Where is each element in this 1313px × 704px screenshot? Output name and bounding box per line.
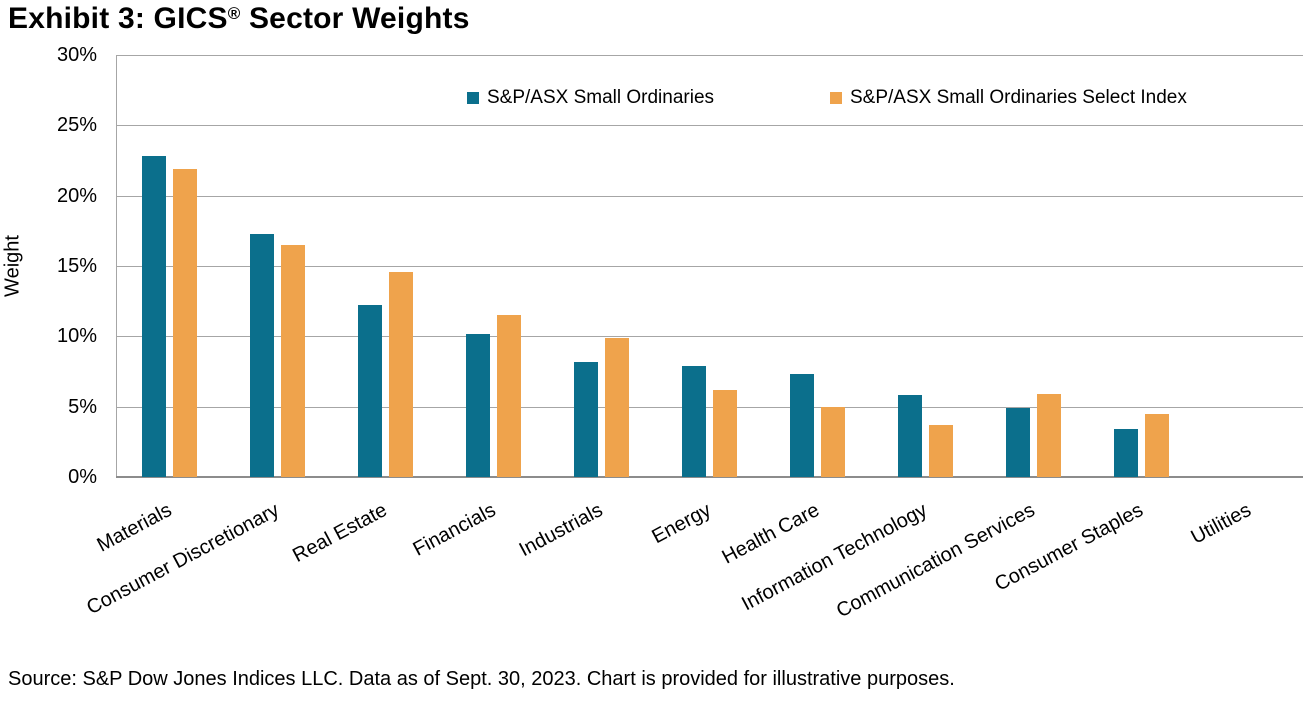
y-tick-label: 15% [56, 255, 97, 277]
x-category-label-communication-services: Communication Services [832, 499, 1039, 623]
x-category-label-real-estate: Real Estate [289, 499, 392, 567]
bar-series2-real-estate [389, 271, 414, 477]
gridline-5 [116, 406, 1303, 408]
bar-series2-financials [497, 315, 522, 477]
y-tick-label: 30% [56, 44, 97, 66]
x-category-label-energy: Energy [648, 499, 715, 549]
gridline-15 [116, 266, 1303, 267]
gridline-25 [116, 125, 1303, 127]
registered-trademark-symbol: ® [227, 3, 241, 23]
bar-series2-health-care [820, 406, 845, 477]
legend-item-2: S&P/ASX Small Ordinaries Select Index [830, 87, 1187, 109]
bar-series2-communication-services [1036, 394, 1061, 477]
x-category-label-industrials: Industrials [516, 499, 607, 562]
bar-series1-real-estate [358, 305, 383, 477]
bar-series2-information-technology [928, 424, 953, 477]
bar-series1-industrials [574, 361, 599, 477]
chart-title-suffix: Sector Weights [240, 2, 470, 35]
bar-series1-information-technology [897, 395, 922, 477]
bar-series1-consumer-discretionary [250, 233, 275, 477]
bar-series1-consumer-staples [1113, 429, 1138, 477]
legend-swatch-icon [467, 92, 479, 104]
x-category-label-materials: Materials [93, 499, 176, 557]
bar-series2-energy [713, 389, 737, 477]
bar-series1-energy [682, 365, 706, 477]
x-category-label-consumer-discretionary: Consumer Discretionary [83, 499, 284, 620]
y-tick-label: 25% [56, 114, 97, 137]
y-tick-label: 10% [56, 325, 97, 348]
x-axis-line [116, 476, 1303, 478]
x-category-label-information-technology: Information Technology [738, 499, 931, 616]
gridline-10 [116, 336, 1303, 338]
bar-series2-industrials [605, 337, 630, 477]
legend-label: S&P/ASX Small Ordinaries Select Index [850, 87, 1187, 108]
gridline-20 [116, 195, 1303, 197]
x-category-label-utilities: Utilities [1187, 499, 1255, 549]
bar-series1-materials [142, 156, 167, 477]
gridline-30 [116, 55, 1303, 56]
bar-series2-materials [173, 168, 198, 477]
legend-item-1: S&P/ASX Small Ordinaries [467, 87, 714, 109]
legend-swatch-icon [830, 92, 842, 104]
y-tick-label: 0% [68, 466, 97, 488]
bar-series1-communication-services [1005, 408, 1030, 477]
y-tick-label: 5% [68, 395, 97, 418]
bar-series1-financials [466, 333, 491, 477]
legend-label: S&P/ASX Small Ordinaries [487, 87, 715, 108]
source-note: Source: S&P Dow Jones Indices LLC. Data … [8, 668, 955, 690]
bar-series1-health-care [789, 374, 814, 477]
bar-series2-consumer-staples [1144, 413, 1169, 477]
chart-title-text: Exhibit 3: GICS [8, 2, 228, 35]
chart-title: Exhibit 3: GICS® Sector Weights [8, 2, 470, 36]
bar-series2-consumer-discretionary [281, 244, 306, 477]
y-axis-line [116, 55, 117, 477]
x-category-label-financials: Financials [409, 499, 500, 561]
y-tick-label: 20% [56, 184, 97, 207]
